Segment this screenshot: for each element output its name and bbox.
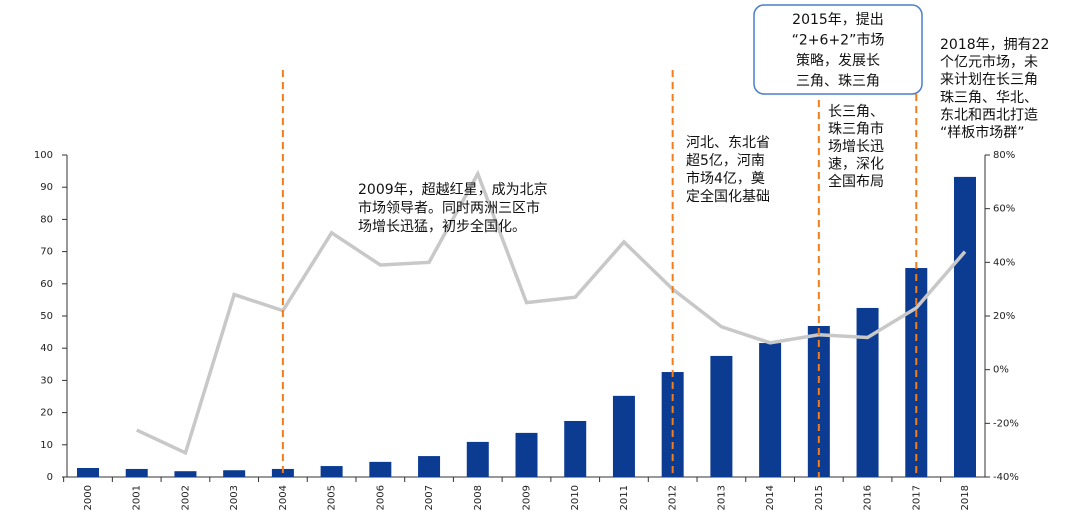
bar xyxy=(418,456,441,477)
annotation: 珠三角市 xyxy=(828,121,884,138)
x-tick-label: 2015 xyxy=(814,485,825,510)
bar xyxy=(710,355,733,477)
x-tick-label: 2014 xyxy=(765,485,776,510)
annotation: “2+6+2”市场 xyxy=(792,32,885,49)
annotation: 场增长迅猛，初步全国化。 xyxy=(358,218,526,235)
annotation: 定全国化基础 xyxy=(686,188,770,205)
x-tick-label: 2003 xyxy=(229,485,240,510)
bar xyxy=(369,461,392,477)
bar xyxy=(759,343,782,477)
annotation: 东北和西北打造 xyxy=(940,106,1038,123)
annotation: 个亿元市场，未 xyxy=(940,54,1038,71)
y-tick-label: 40 xyxy=(40,343,53,354)
x-tick-label: 2013 xyxy=(716,485,727,510)
annotation: 河北、东北省 xyxy=(686,135,770,151)
bar xyxy=(125,468,148,477)
y2-tick-label: 80% xyxy=(993,150,1015,161)
x-tick-label: 2007 xyxy=(424,485,435,510)
y-tick-label: 100 xyxy=(34,150,53,161)
x-tick-label: 2016 xyxy=(863,485,874,510)
annotation: 长三角、 xyxy=(828,104,884,120)
annotation: 市场4亿，奠 xyxy=(686,170,765,187)
bar xyxy=(564,420,587,477)
y-tick-label: 0 xyxy=(47,472,53,483)
annotation: 2009年，超越红星，成为北京 xyxy=(358,182,548,198)
x-tick-label: 2011 xyxy=(619,485,630,510)
y-tick-label: 60 xyxy=(40,279,53,290)
y-tick-label: 90 xyxy=(40,182,53,193)
annotation-box xyxy=(753,4,923,95)
annotation: 2015年，提出 xyxy=(792,12,884,28)
annotation: 超5亿，河南 xyxy=(686,153,765,169)
line xyxy=(135,169,967,456)
x-tick-label: 2008 xyxy=(473,485,484,510)
bar xyxy=(223,470,246,477)
bar xyxy=(954,176,976,477)
x-tick-label: 2009 xyxy=(522,485,533,510)
annotation: 策略，发展长 xyxy=(796,52,880,69)
bar xyxy=(466,441,489,477)
x-tick-label: 2006 xyxy=(375,485,386,510)
bar xyxy=(174,471,197,477)
y2-tick-label: -40% xyxy=(993,472,1019,483)
x-tick-label: 2005 xyxy=(327,485,338,510)
annotation: 市场领导者。同时两洲三区市 xyxy=(358,200,540,217)
annotation: 2018年，拥有22 xyxy=(940,37,1049,53)
x-tick-label: 2000 xyxy=(83,485,94,510)
bar xyxy=(515,432,538,477)
x-tick-label: 2002 xyxy=(180,485,191,510)
bar xyxy=(77,467,99,477)
y2-tick-label: 60% xyxy=(993,204,1015,215)
annotation: 场增长迅 xyxy=(828,139,884,155)
x-tick-label: 2018 xyxy=(960,485,971,510)
y-tick-label: 70 xyxy=(40,247,53,258)
x-tick-label: 2012 xyxy=(668,485,679,510)
x-tick-label: 2017 xyxy=(911,485,922,510)
annotation: 珠三角、华北、 xyxy=(940,90,1038,106)
y2-tick-label: 0% xyxy=(993,365,1009,376)
y2-tick-label: 20% xyxy=(993,311,1015,322)
annotation: 速，深化 xyxy=(828,157,884,173)
y-tick-label: 10 xyxy=(40,440,53,451)
x-tick-label: 2010 xyxy=(570,485,581,510)
x-tick-label: 2001 xyxy=(132,485,143,510)
y-tick-label: 50 xyxy=(40,311,53,322)
bar xyxy=(612,395,635,477)
y-tick-label: 80 xyxy=(40,214,53,225)
y2-tick-label: 40% xyxy=(993,257,1015,268)
bar xyxy=(320,466,343,477)
y-tick-label: 30 xyxy=(40,375,53,386)
bar xyxy=(856,307,879,477)
y-tick-label: 20 xyxy=(40,408,53,419)
x-tick-label: 2004 xyxy=(278,485,289,510)
annotation: “样板市场群” xyxy=(940,124,1025,141)
annotation: 三角、珠三角 xyxy=(796,74,880,90)
annotation: 来计划在长三角 xyxy=(940,72,1038,88)
annotation: 全国布局 xyxy=(828,173,884,190)
y2-tick-label: -20% xyxy=(993,418,1019,429)
